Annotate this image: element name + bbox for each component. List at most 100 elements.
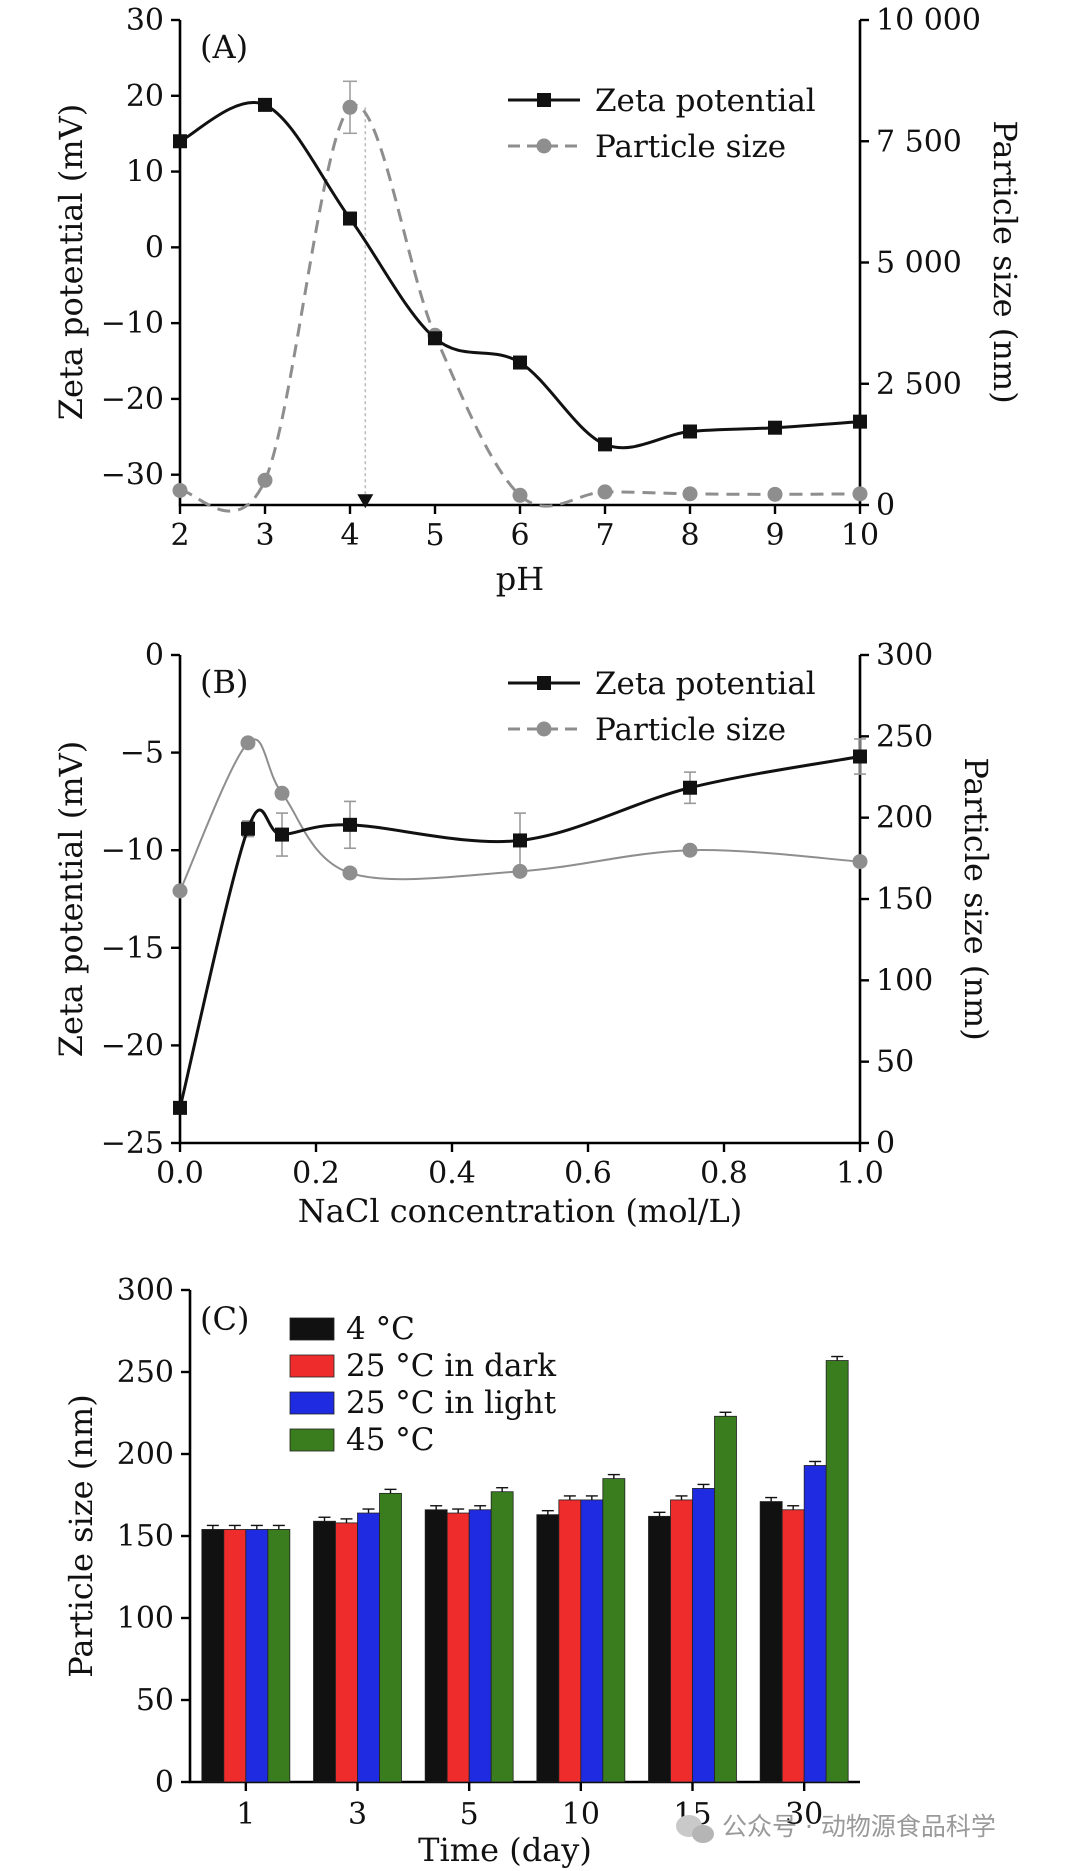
- zeta-potential-point: [275, 827, 289, 842]
- y-tick-label-right: 200: [876, 801, 933, 836]
- zeta-potential-line: [179, 101, 861, 450]
- bar: [424, 1509, 448, 1783]
- y-tick-label: 50: [136, 1683, 174, 1718]
- bar: [692, 1488, 715, 1783]
- x-tick-label: 8: [680, 518, 699, 553]
- zeta-potential-point: [173, 134, 187, 149]
- particle-size-point: [172, 482, 188, 498]
- y-tick-label-left: −5: [120, 736, 164, 771]
- zeta-potential-point: [428, 331, 442, 346]
- legend-label-size: Particle size: [595, 129, 786, 165]
- y-tick-label-left: 0: [145, 230, 164, 265]
- x-tick-label: 5: [425, 518, 444, 553]
- y-tick-label-left: −10: [101, 306, 164, 341]
- legend-marker-zeta: [537, 93, 551, 107]
- y-tick-label-right: 150: [876, 882, 933, 917]
- bar: [781, 1509, 805, 1783]
- watermark-text: 公众号 · 动物源食品科学: [722, 1812, 996, 1841]
- x-tick-label: 1: [236, 1797, 255, 1832]
- particle-size-point: [172, 883, 188, 899]
- x-tick-label: 5: [460, 1797, 479, 1832]
- x-tick-label: 0.8: [700, 1156, 748, 1191]
- zeta-potential-point: [173, 1100, 187, 1115]
- legend-label: 4 °C: [346, 1311, 415, 1347]
- zeta-potential-point: [513, 833, 527, 848]
- bar: [490, 1491, 514, 1783]
- panel-a-right-axis-title: Particle size (nm): [986, 120, 1024, 403]
- y-tick-label-right: 7 500: [876, 124, 962, 159]
- panel-c-y-axis-title: Particle size (nm): [62, 1394, 100, 1677]
- particle-size-point: [342, 99, 358, 115]
- legend-label-zeta: Zeta potential: [595, 666, 816, 702]
- panel-c-x-axis-title: Time (day): [418, 1831, 592, 1869]
- x-tick-label: 4: [340, 518, 359, 553]
- panel-c-label: (C): [200, 1300, 249, 1338]
- particle-size-point: [257, 472, 273, 488]
- bar: [379, 1492, 402, 1783]
- zeta-potential-point: [258, 97, 272, 112]
- legend-swatch: [289, 1354, 335, 1378]
- y-tick-label-left: −15: [101, 931, 164, 966]
- x-tick-label: 2: [170, 518, 189, 553]
- particle-size-point: [852, 486, 868, 502]
- bar: [357, 1512, 380, 1783]
- panel-a-label: (A): [200, 28, 248, 66]
- x-tick-label: 1.0: [836, 1156, 884, 1191]
- particle-size-point: [240, 735, 256, 751]
- bar: [602, 1478, 626, 1783]
- y-tick-label-left: 10: [126, 155, 164, 190]
- y-tick-label-left: −20: [101, 1028, 164, 1063]
- zeta-potential-point: [241, 821, 255, 836]
- x-tick-label: 10: [841, 518, 879, 553]
- y-tick-label: 200: [117, 1437, 174, 1472]
- x-tick-label: 7: [595, 518, 614, 553]
- wechat-icon: [676, 1815, 714, 1843]
- particle-size-point: [512, 863, 528, 879]
- zeta-potential-point: [343, 817, 357, 832]
- x-tick-label: 9: [765, 518, 784, 553]
- bar: [648, 1515, 671, 1783]
- bar: [335, 1522, 358, 1783]
- bar: [759, 1501, 783, 1783]
- panel-a-left-axis-title: Zeta potential (mV): [52, 104, 90, 420]
- particle-size-point: [512, 487, 528, 503]
- y-tick-label: 300: [117, 1273, 174, 1308]
- y-tick-label-right: 5 000: [876, 246, 962, 281]
- panel-a-legend: Zeta potential Particle size: [508, 83, 816, 165]
- x-tick-label: 3: [255, 518, 274, 553]
- y-tick-label: 0: [155, 1765, 174, 1800]
- isoelectric-point-marker: [357, 494, 374, 509]
- y-tick-label-right: 10 000: [876, 3, 981, 38]
- bar: [245, 1529, 269, 1783]
- y-tick-label-right: 0: [876, 1126, 895, 1161]
- y-tick-label: 150: [117, 1519, 174, 1554]
- zeta-potential-point: [513, 355, 527, 370]
- panel-b-legend: Zeta potential Particle size: [508, 666, 816, 748]
- bar: [201, 1529, 225, 1783]
- zeta-potential-point: [853, 749, 867, 764]
- particle-size-point: [274, 785, 290, 801]
- particle-size-point: [852, 854, 868, 870]
- y-tick-label-right: 0: [876, 488, 895, 523]
- legend-label-size: Particle size: [595, 712, 786, 748]
- particle-size-point: [682, 486, 698, 502]
- legend-marker-size: [536, 138, 552, 154]
- y-tick-label-left: 30: [126, 3, 164, 38]
- x-tick-label: 0.6: [564, 1156, 612, 1191]
- watermark: 公众号 · 动物源食品科学: [676, 1812, 996, 1843]
- panel-b-label: (B): [200, 663, 248, 701]
- y-tick-label-left: −25: [101, 1126, 164, 1161]
- bar: [223, 1529, 247, 1783]
- bar: [446, 1512, 470, 1783]
- zeta-potential-point: [598, 437, 612, 452]
- y-tick-label-left: 20: [126, 79, 164, 114]
- panel-b-x-axis-title: NaCl concentration (mol/L): [298, 1192, 742, 1230]
- legend-label: 25 °C in light: [346, 1385, 557, 1421]
- bar: [267, 1529, 291, 1783]
- zeta-potential-line: [178, 755, 861, 1109]
- y-tick-label-right: 50: [876, 1045, 914, 1080]
- y-tick-label-left: 0: [145, 638, 164, 673]
- zeta-potential-point: [683, 424, 697, 439]
- panel-b-chart: 0.0 0.2 0.4 0.6 0.8 1.0 0 −5 −10 −15 −20 −25 300 25…: [52, 638, 995, 1230]
